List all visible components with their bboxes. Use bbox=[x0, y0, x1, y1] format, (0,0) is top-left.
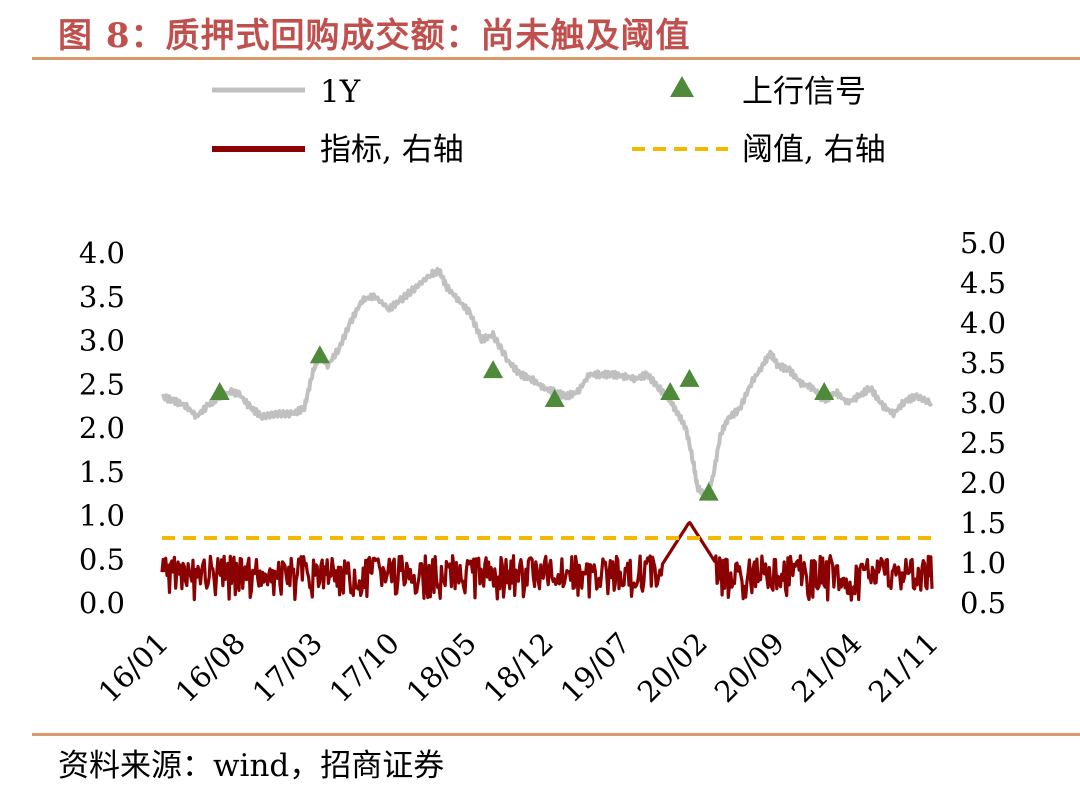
signal-triangle bbox=[698, 482, 719, 501]
legend-triangle-icon bbox=[670, 76, 694, 97]
y-right-tick-label: 4.0 bbox=[960, 306, 1006, 340]
series-line-1y bbox=[161, 266, 934, 500]
signal-triangle bbox=[814, 382, 835, 400]
chart: 1Y 上行信号 指标, 右轴 阈值, 右轴 0.0 0.5 1.0 1.5 2.0 2.5… bbox=[79, 74, 1006, 709]
y-right-tick-label: 1.5 bbox=[960, 506, 1006, 540]
source-rule bbox=[32, 733, 1080, 736]
legend-label-threshold: 阈值, 右轴 bbox=[742, 132, 886, 168]
legend: 1Y 上行信号 指标, 右轴 阈值, 右轴 bbox=[212, 74, 886, 168]
y-left-tick-label: 0.0 bbox=[79, 586, 125, 620]
y-right-tick-label: 4.5 bbox=[960, 266, 1006, 300]
y-left-tick-label: 4.0 bbox=[79, 236, 125, 270]
x-tick-label: 18/12 bbox=[477, 626, 560, 709]
x-tick-label: 17/10 bbox=[323, 626, 406, 709]
signal-triangle bbox=[544, 389, 565, 407]
y-left-tick-label: 1.0 bbox=[79, 499, 125, 533]
y-right-tick-label: 2.5 bbox=[960, 426, 1006, 460]
page-title: 图 8：质押式回购成交额：尚未触及阈值 bbox=[58, 16, 691, 56]
signal-triangle bbox=[209, 382, 230, 400]
y-left-tick-label: 3.5 bbox=[79, 280, 125, 314]
signal-triangle bbox=[660, 382, 681, 400]
x-tick-label: 20/02 bbox=[631, 626, 714, 709]
plot-area bbox=[160, 266, 934, 602]
title-rule bbox=[32, 57, 1080, 60]
series-line-indicator bbox=[160, 521, 934, 602]
legend-label-indicator: 指标, 右轴 bbox=[320, 132, 464, 168]
y-left-tick-label: 1.5 bbox=[79, 455, 125, 489]
y-left-tick-label: 2.5 bbox=[79, 367, 125, 401]
x-tick-label: 21/11 bbox=[862, 626, 945, 709]
x-tick-label: 16/01 bbox=[92, 626, 175, 709]
y-axis-left: 0.0 0.5 1.0 1.5 2.0 2.5 3.0 3.5 4.0 bbox=[79, 236, 125, 620]
y-right-tick-label: 3.5 bbox=[960, 346, 1006, 380]
x-tick-label: 19/07 bbox=[554, 626, 637, 709]
y-left-tick-label: 0.5 bbox=[79, 542, 125, 576]
y-left-tick-label: 2.0 bbox=[79, 411, 125, 445]
y-right-tick-label: 2.0 bbox=[960, 466, 1006, 500]
signal-triangle bbox=[483, 360, 504, 379]
signal-triangle bbox=[679, 368, 700, 387]
legend-label-1y: 1Y bbox=[320, 74, 361, 110]
x-axis: 16/0116/0817/0317/1018/0518/1219/0720/02… bbox=[92, 626, 945, 709]
source-note: 资料来源：wind，招商证券 bbox=[58, 748, 445, 784]
y-right-tick-label: 5.0 bbox=[960, 226, 1006, 260]
x-tick-label: 17/03 bbox=[246, 626, 329, 709]
x-tick-label: 20/09 bbox=[708, 626, 791, 709]
y-left-tick-label: 3.0 bbox=[79, 324, 125, 358]
x-tick-label: 21/04 bbox=[785, 626, 868, 709]
x-tick-label: 18/05 bbox=[400, 626, 483, 709]
y-axis-right: 0.5 1.0 1.5 2.0 2.5 3.0 3.5 4.0 4.5 5.0 bbox=[960, 226, 1006, 620]
x-tick-label: 16/08 bbox=[169, 626, 252, 709]
y-right-tick-label: 0.5 bbox=[960, 586, 1006, 620]
signal-triangle bbox=[309, 345, 330, 364]
legend-label-signal: 上行信号 bbox=[742, 74, 866, 110]
y-right-tick-label: 1.0 bbox=[960, 546, 1006, 580]
y-right-tick-label: 3.0 bbox=[960, 386, 1006, 420]
